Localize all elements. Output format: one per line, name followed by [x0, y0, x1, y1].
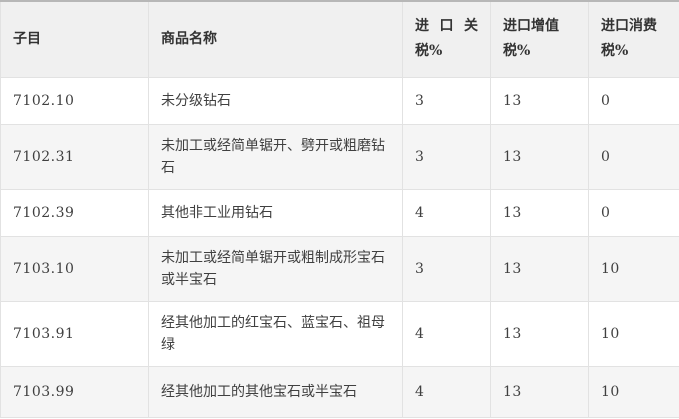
cell-import-tariff: 3 [402, 76, 491, 125]
cell-product-name: 其他非工业用钻石 [148, 188, 403, 237]
cell-import-vat: 13 [490, 235, 589, 302]
cell-subheading: 7103.10 [0, 235, 149, 302]
cell-subheading: 7102.31 [0, 123, 149, 190]
cell-subheading: 7103.91 [0, 300, 149, 367]
cell-import-tariff: 4 [402, 365, 491, 418]
cell-product-name: 经其他加工的红宝石、蓝宝石、祖母绿 [148, 300, 403, 367]
cell-subheading: 7102.10 [0, 76, 149, 125]
table-row: 7103.10 未加工或经简单锯开或粗制成形宝石或半宝石 3 13 10 [0, 235, 679, 302]
cell-import-consumption-tax: 10 [588, 235, 679, 302]
table-row: 7102.10 未分级钻石 3 13 0 [0, 76, 679, 125]
cell-import-vat: 13 [490, 123, 589, 190]
cell-subheading: 7103.99 [0, 365, 149, 418]
table-row: 7102.39 其他非工业用钻石 4 13 0 [0, 188, 679, 237]
cell-import-consumption-tax: 0 [588, 188, 679, 237]
cell-import-consumption-tax: 10 [588, 365, 679, 418]
col-header-import-consumption-tax: 进口消费税% [588, 0, 679, 78]
cell-import-tariff: 4 [402, 188, 491, 237]
cell-subheading: 7102.39 [0, 188, 149, 237]
col-header-product-name: 商品名称 [148, 0, 403, 78]
col-header-import-tariff: 进口关税% [402, 0, 491, 78]
cell-import-vat: 13 [490, 300, 589, 367]
cell-product-name: 经其他加工的其他宝石或半宝石 [148, 365, 403, 418]
cell-import-vat: 13 [490, 76, 589, 125]
cell-import-tariff: 3 [402, 235, 491, 302]
cell-import-consumption-tax: 10 [588, 300, 679, 367]
table-row: 7103.99 经其他加工的其他宝石或半宝石 4 13 10 [0, 365, 679, 418]
cell-import-tariff: 4 [402, 300, 491, 367]
cell-import-vat: 13 [490, 365, 589, 418]
table-row: 7103.91 经其他加工的红宝石、蓝宝石、祖母绿 4 13 10 [0, 300, 679, 367]
cell-import-consumption-tax: 0 [588, 76, 679, 125]
table-row: 7102.31 未加工或经简单锯开、劈开或粗磨钻石 3 13 0 [0, 123, 679, 190]
cell-product-name: 未加工或经简单锯开或粗制成形宝石或半宝石 [148, 235, 403, 302]
col-header-subheading: 子目 [0, 0, 149, 78]
cell-import-consumption-tax: 0 [588, 123, 679, 190]
cell-product-name: 未分级钻石 [148, 76, 403, 125]
col-header-import-vat: 进口增值税% [490, 0, 589, 78]
cell-product-name: 未加工或经简单锯开、劈开或粗磨钻石 [148, 123, 403, 190]
cell-import-tariff: 3 [402, 123, 491, 190]
cell-import-vat: 13 [490, 188, 589, 237]
header-row: 子目 商品名称 进口关税% 进口增值税% 进口消费税% [0, 0, 679, 78]
